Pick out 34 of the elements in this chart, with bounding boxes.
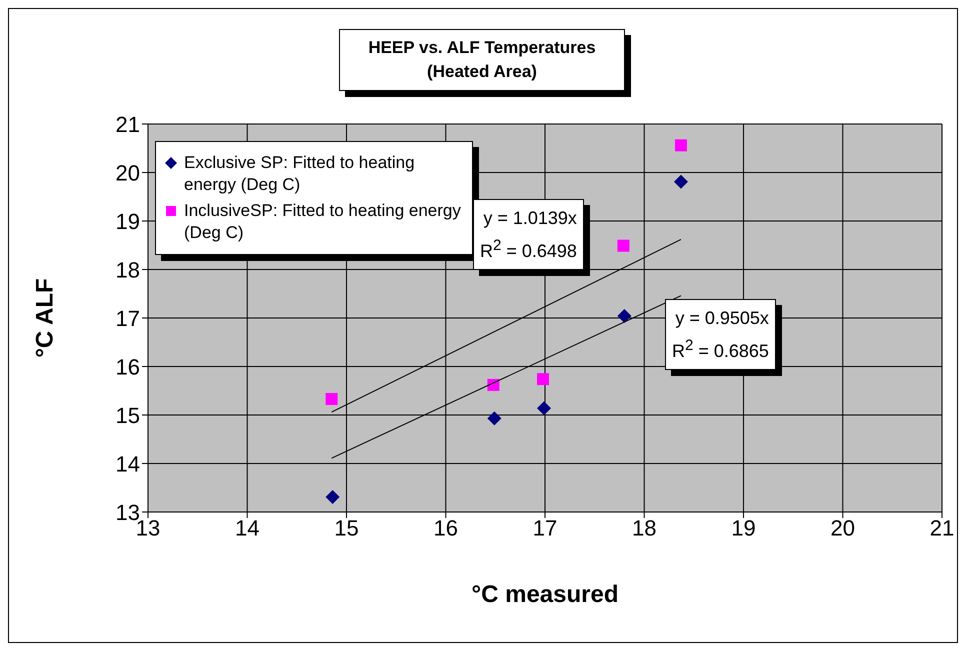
- point: [487, 411, 502, 426]
- x-tick-label: 21: [930, 516, 954, 541]
- chart-subtitle: (Heated Area): [426, 61, 538, 83]
- x-tick-label: 14: [235, 516, 260, 541]
- annotation: y = 0.9505x R$^{2}$ = 0.6865: [672, 307, 769, 363]
- x-tick-label: 19: [731, 516, 756, 541]
- y-axis-title: °C ALF: [32, 278, 59, 358]
- annotation: y = 1.0139x R$^{2}$ = 0.6498: [480, 207, 577, 263]
- point: [537, 373, 550, 386]
- y-tick-label: 16: [116, 354, 140, 380]
- legend-label: Exclusive SP: Fitted to heating energy (Deg C): [184, 152, 416, 196]
- point: [326, 490, 340, 504]
- point: [487, 378, 500, 391]
- x-tick-label: 20: [830, 516, 855, 541]
- y-tick-label: 18: [116, 257, 140, 282]
- point: [326, 392, 338, 405]
- x-tick-label: 15: [334, 516, 359, 541]
- point: [537, 401, 552, 416]
- point: [674, 139, 687, 152]
- point: [617, 309, 632, 324]
- y-tick-label: 14: [116, 451, 140, 476]
- y-tick-label: 20: [116, 160, 140, 186]
- y-tick-label: 17: [116, 306, 140, 331]
- point: [617, 240, 630, 252]
- x-tick-label: 17: [532, 516, 558, 541]
- y-tick-label: 21: [116, 112, 140, 137]
- legend-label: InclusiveSP: Fitted to heating energy (Deg C): [184, 200, 462, 244]
- x-tick-label: 18: [632, 516, 656, 541]
- y-tick-label: 19: [116, 208, 140, 234]
- point: [674, 174, 688, 189]
- chart-title: HEEP vs. ALF Temperatures: [367, 37, 597, 59]
- x-tick-label: 16: [434, 516, 458, 541]
- x-axis-title: °C measured: [472, 581, 618, 608]
- y-tick-label: 15: [116, 402, 140, 428]
